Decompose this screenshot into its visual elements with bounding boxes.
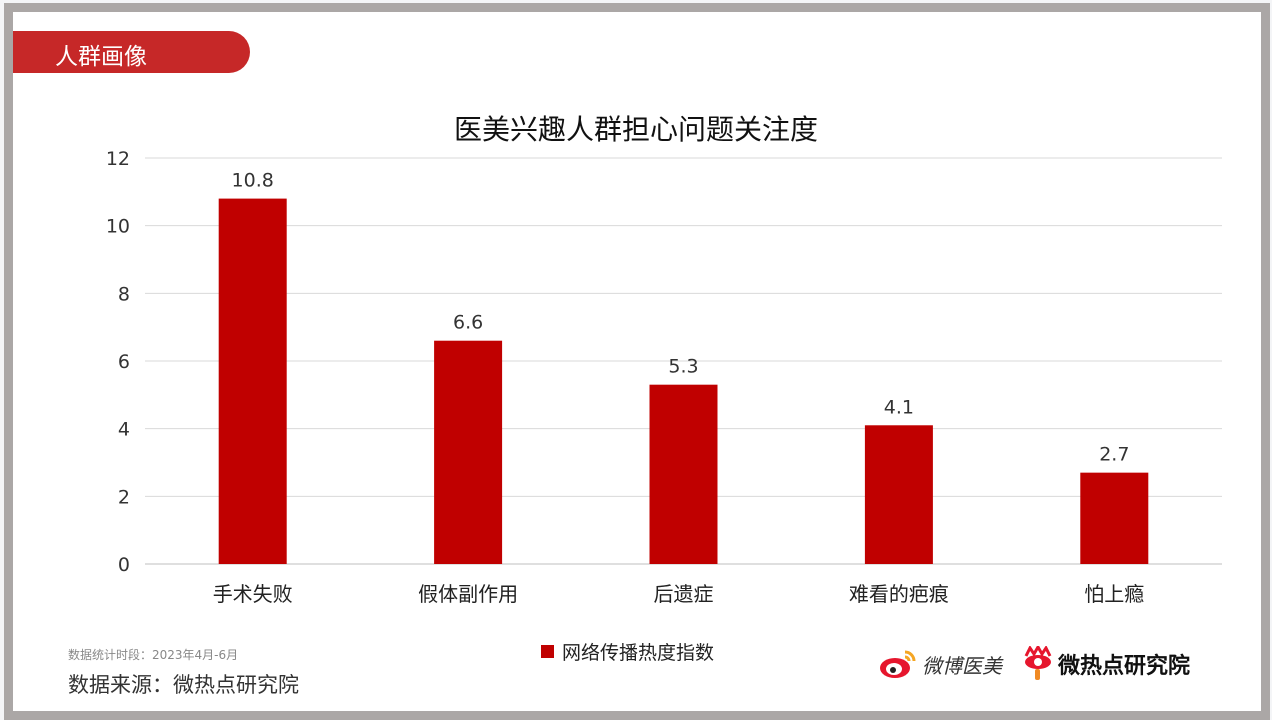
y-tick-label: 12 (106, 148, 130, 170)
data-period: 数据统计时段：2023年4月-6月 (68, 648, 239, 662)
x-tick-label: 手术失败 (213, 582, 293, 606)
data-label: 6.6 (453, 312, 483, 334)
weibo-medical-logo: 微博医美 (878, 648, 1002, 680)
data-label: 5.3 (668, 356, 698, 378)
x-tick-label: 怕上瘾 (1084, 582, 1144, 606)
section-tag-label: 人群画像 (55, 44, 147, 70)
bar (864, 425, 933, 564)
weibo-medical-text: 微博医美 (922, 653, 1002, 678)
y-tick-label: 10 (106, 216, 130, 238)
bar (218, 198, 287, 564)
data-label: 4.1 (884, 396, 914, 418)
data-label: 2.7 (1099, 444, 1129, 466)
chart-title: 医美兴趣人群担心问题关注度 (453, 113, 818, 146)
legend: 网络传播热度指数 (541, 638, 714, 665)
y-tick-label: 8 (118, 283, 130, 305)
x-tick-label: 后遗症 (654, 582, 714, 606)
y-tick-label: 6 (118, 351, 130, 373)
bar (1080, 472, 1149, 564)
weiredian-text: 微热点研究院 (1058, 654, 1191, 679)
x-tick-label: 假体副作用 (418, 582, 518, 606)
data-label: 10.8 (232, 170, 274, 192)
magnifier-eye-icon (1024, 646, 1052, 680)
section-tag: 人群画像 (13, 31, 250, 73)
data-source: 数据来源：微热点研究院 (68, 673, 299, 697)
y-tick-label: 4 (118, 419, 130, 441)
y-tick-label: 2 (118, 486, 130, 508)
y-tick-label: 0 (118, 554, 130, 576)
weiredian-logo: 微热点研究院 (1022, 646, 1190, 682)
bar (434, 340, 503, 564)
bar (649, 384, 718, 564)
legend-label: 网络传播热度指数 (562, 642, 715, 664)
weibo-icon (880, 650, 916, 678)
legend-swatch (541, 645, 554, 658)
x-tick-label: 难看的疤痕 (849, 582, 949, 606)
